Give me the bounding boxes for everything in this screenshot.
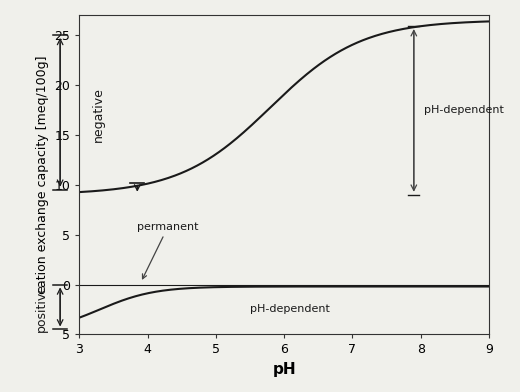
Text: pH-dependent: pH-dependent [250, 305, 330, 314]
Text: negative: negative [92, 87, 105, 142]
Text: permanent: permanent [137, 221, 199, 279]
Y-axis label: cation exchange capacity [meq/100g]: cation exchange capacity [meq/100g] [36, 55, 49, 294]
X-axis label: pH: pH [272, 362, 296, 377]
Text: positive: positive [35, 283, 48, 332]
Text: pH-dependent: pH-dependent [424, 105, 504, 115]
